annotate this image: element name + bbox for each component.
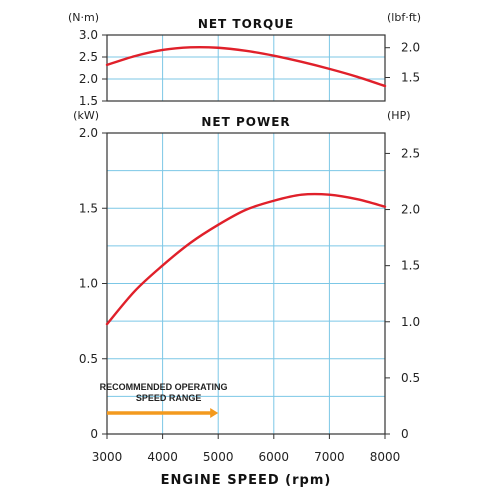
x-tick-label: 6000 xyxy=(259,450,290,464)
y-left-tick-label: 0.5 xyxy=(79,352,98,366)
x-tick-label: 8000 xyxy=(370,450,401,464)
x-tick-label: 3000 xyxy=(92,450,123,464)
x-tick-label: 5000 xyxy=(203,450,234,464)
y-right-tick-label: 0 xyxy=(401,427,409,441)
y-left-unit: (N·m) xyxy=(68,11,99,24)
annotation-arrow-head xyxy=(210,408,219,418)
chart-title: NET TORQUE xyxy=(198,17,294,31)
annotation-label: SPEED RANGE xyxy=(136,393,202,403)
y-left-tick-label: 1.5 xyxy=(79,94,98,108)
y-left-tick-label: 2.5 xyxy=(79,50,98,64)
y-right-tick-label: 2.5 xyxy=(401,146,420,160)
y-right-tick-label: 2.0 xyxy=(401,41,420,55)
y-left-tick-label: 0 xyxy=(90,427,98,441)
power-curve xyxy=(105,192,387,326)
x-tick-label: 7000 xyxy=(314,450,345,464)
y-right-tick-label: 0.5 xyxy=(401,371,420,385)
y-left-tick-label: 1.5 xyxy=(79,201,98,215)
y-left-unit: (kW) xyxy=(73,109,99,122)
y-right-unit: (HP) xyxy=(387,109,411,122)
y-right-tick-label: 1.5 xyxy=(401,259,420,273)
y-left-tick-label: 1.0 xyxy=(79,277,98,291)
torque-curve xyxy=(105,45,387,88)
plot-frame-0 xyxy=(106,34,386,102)
y-left-tick-label: 2.0 xyxy=(79,72,98,86)
chart-title: NET POWER xyxy=(201,115,290,129)
y-right-tick-label: 2.0 xyxy=(401,203,420,217)
y-right-unit: (lbf·ft) xyxy=(387,11,421,24)
y-left-tick-label: 2.0 xyxy=(79,126,98,140)
annotation-label: RECOMMENDED OPERATING xyxy=(100,382,228,392)
y-left-tick-label: 3.0 xyxy=(79,28,98,42)
y-right-tick-label: 1.5 xyxy=(401,71,420,85)
plot-area-0 xyxy=(107,35,385,101)
y-right-tick-label: 1.0 xyxy=(401,315,420,329)
x-tick-label: 4000 xyxy=(147,450,178,464)
x-axis-title: ENGINE SPEED (rpm) xyxy=(161,473,332,488)
